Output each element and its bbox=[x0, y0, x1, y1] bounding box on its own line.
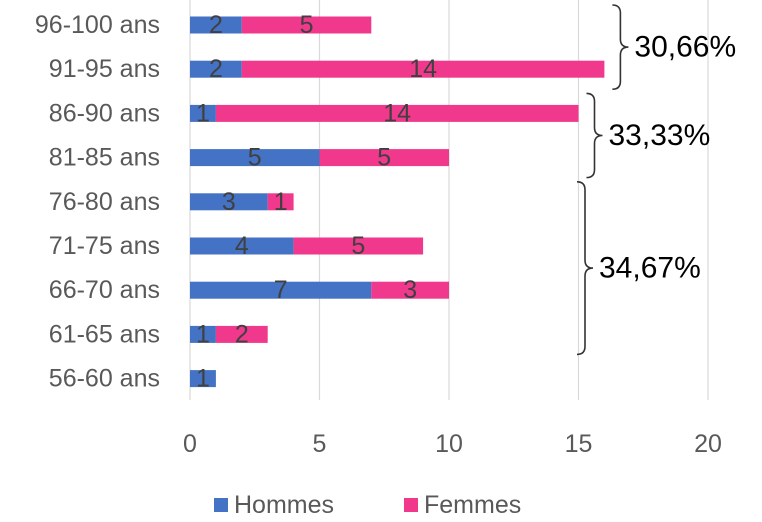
data-label-femmes-7: 2 bbox=[235, 320, 249, 348]
bar-femmes-5 bbox=[293, 237, 424, 255]
bar-hommes-7 bbox=[190, 325, 216, 343]
category-label-0: 96-100 ans bbox=[35, 11, 160, 39]
annotations: 30,66% 33,33% 34,67% bbox=[576, 4, 736, 356]
category-label-4: 76-80 ans bbox=[49, 188, 160, 216]
category-label-2: 86-90 ans bbox=[49, 99, 160, 127]
data-label-hommes-5: 4 bbox=[235, 232, 249, 260]
data-label-hommes-2: 1 bbox=[196, 99, 210, 127]
bracket-0 bbox=[612, 4, 629, 90]
bar-hommes-8 bbox=[190, 370, 216, 388]
bar-hommes-0 bbox=[190, 16, 242, 34]
legend-label-femmes: Femmes bbox=[424, 491, 521, 519]
bar-femmes-6 bbox=[371, 281, 449, 299]
bar-hommes-6 bbox=[190, 281, 372, 299]
category-label-1: 91-95 ans bbox=[49, 55, 160, 83]
category-label-7: 61-65 ans bbox=[49, 320, 160, 348]
bar-femmes-1 bbox=[241, 60, 605, 78]
category-label-8: 56-60 ans bbox=[49, 365, 160, 393]
bars: 2 52 141 145 53 14 57 31 21 bbox=[190, 11, 605, 393]
category-label-6: 66-70 ans bbox=[49, 276, 160, 304]
x-tick-5: 5 bbox=[313, 430, 327, 458]
bracket-1 bbox=[586, 92, 603, 179]
data-label-femmes-3: 5 bbox=[377, 144, 391, 172]
bar-hommes-5 bbox=[190, 237, 294, 255]
bar-femmes-3 bbox=[319, 149, 449, 167]
data-label-hommes-1: 2 bbox=[209, 55, 223, 83]
x-axis-ticks: 0 5 10 15 20 bbox=[183, 430, 722, 458]
category-labels: 96-100 ans 91-95 ans 86-90 ans 81-85 ans 76-… bbox=[35, 11, 160, 393]
annotation-label-1: 33,33% bbox=[609, 119, 711, 152]
annotation-label-0: 30,66% bbox=[634, 31, 736, 64]
bar-femmes-2 bbox=[215, 104, 579, 122]
data-label-hommes-6: 7 bbox=[274, 276, 288, 304]
data-label-femmes-5: 5 bbox=[351, 232, 365, 260]
data-label-femmes-4: 1 bbox=[274, 188, 288, 216]
data-label-hommes-7: 1 bbox=[196, 320, 210, 348]
annotation-label-2: 34,67% bbox=[599, 252, 701, 285]
x-tick-10: 10 bbox=[435, 430, 463, 458]
data-label-femmes-6: 3 bbox=[403, 276, 417, 304]
bar-hommes-1 bbox=[190, 60, 242, 78]
data-label-hommes-8: 1 bbox=[196, 365, 210, 393]
data-label-hommes-4: 3 bbox=[222, 188, 236, 216]
legend-label-hommes: Hommes bbox=[234, 491, 334, 519]
category-label-5: 71-75 ans bbox=[49, 232, 160, 260]
x-tick-15: 15 bbox=[565, 430, 593, 458]
bar-femmes-7 bbox=[215, 325, 268, 343]
data-label-hommes-3: 5 bbox=[248, 144, 262, 172]
legend: Hommes Femmes bbox=[214, 491, 521, 519]
data-label-femmes-2: 14 bbox=[383, 99, 411, 127]
category-label-3: 81-85 ans bbox=[49, 144, 160, 172]
legend-swatch-hommes bbox=[214, 498, 228, 512]
x-tick-0: 0 bbox=[183, 430, 197, 458]
x-tick-20: 20 bbox=[694, 430, 722, 458]
bar-hommes-4 bbox=[190, 193, 268, 211]
data-label-hommes-0: 2 bbox=[209, 11, 223, 39]
bar-femmes-4 bbox=[267, 193, 294, 211]
data-label-femmes-0: 5 bbox=[300, 11, 314, 39]
bracket-2 bbox=[576, 181, 594, 356]
data-label-femmes-1: 14 bbox=[409, 55, 437, 83]
bar-femmes-0 bbox=[241, 16, 372, 34]
legend-swatch-femmes bbox=[404, 498, 418, 512]
bar-hommes-2 bbox=[190, 104, 216, 122]
bar-hommes-3 bbox=[190, 149, 320, 167]
